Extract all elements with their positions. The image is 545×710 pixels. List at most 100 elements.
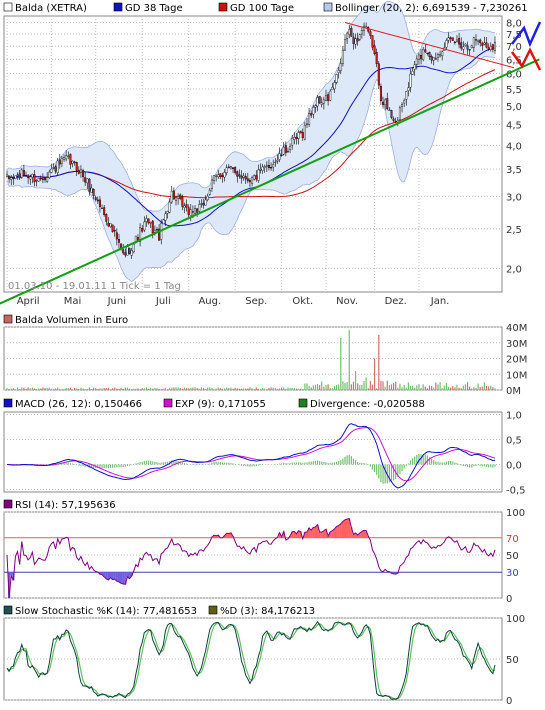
candle-body	[308, 113, 311, 125]
divergence-bar	[226, 462, 228, 465]
divergence-bar	[164, 461, 167, 465]
volume-bar	[147, 388, 150, 390]
candle-body	[22, 170, 25, 176]
volume-bar	[171, 387, 173, 390]
rsi-overbought-fill	[305, 531, 309, 538]
rsi-overbought-fill	[314, 526, 317, 538]
rsi-oversold-fill	[128, 572, 131, 579]
volume-bar	[6, 388, 8, 390]
divergence-bar	[124, 464, 126, 467]
volume-bar	[169, 388, 171, 390]
candle-body	[394, 121, 397, 123]
volume-bar	[354, 371, 357, 390]
volume-bar	[289, 387, 291, 390]
candle-body	[155, 229, 158, 231]
candle-body	[162, 219, 165, 225]
divergence-bar	[67, 462, 69, 465]
divergence-bar	[99, 464, 101, 469]
divergence-bar	[409, 460, 412, 465]
candle-body	[50, 168, 53, 173]
volume-bar	[198, 388, 200, 390]
divergence-bar	[152, 461, 154, 465]
price-ytick-label: 2,0	[506, 264, 522, 275]
month-label: Dez.	[385, 296, 407, 307]
candle-body	[434, 58, 437, 60]
candle-body	[358, 34, 361, 40]
volume-bar	[166, 389, 169, 390]
volume-bar	[31, 387, 33, 390]
divergence-bar	[109, 464, 112, 468]
rsi-overbought-fill	[358, 532, 361, 538]
volume-bar	[67, 388, 69, 390]
divergence-bar	[150, 460, 152, 465]
rsi-overbought-fill	[215, 535, 218, 538]
divergence-bar	[183, 463, 186, 465]
divergence-bar	[475, 464, 477, 466]
volume-bar	[361, 384, 363, 390]
volume-bar	[382, 381, 384, 390]
macd-ytick-label: 1,0	[506, 411, 522, 422]
volume-bar	[262, 387, 264, 390]
candle-body	[333, 82, 336, 90]
volume-bar	[483, 382, 486, 390]
candle-body	[164, 213, 167, 221]
divergence-bar	[437, 461, 439, 465]
candle-body	[88, 178, 91, 192]
divergence-bar	[122, 464, 124, 467]
divergence-bar	[466, 464, 469, 468]
divergence-bar	[477, 464, 479, 466]
price-ytick-label: 8,0	[506, 19, 522, 30]
legend-label: Balda Volumen in Euro	[15, 315, 128, 326]
volume-bar	[297, 388, 300, 390]
volume-bar	[48, 387, 50, 390]
divergence-bar	[456, 462, 458, 465]
volume-bar	[194, 387, 196, 390]
rsi-oversold-fill	[124, 572, 127, 585]
divergence-bar	[166, 461, 169, 465]
candle-body	[90, 187, 93, 193]
volume-bar	[395, 381, 397, 390]
volume-bar	[63, 388, 65, 390]
divergence-bar	[217, 461, 219, 465]
volume-bar	[344, 382, 346, 390]
candle-body	[107, 222, 110, 227]
volume-bar	[433, 387, 435, 390]
divergence-bar	[107, 464, 110, 469]
volume-bar	[236, 388, 238, 390]
rsi-overbought-fill	[356, 535, 359, 538]
volume-bar	[107, 387, 110, 390]
volume-bar	[14, 389, 17, 390]
rsi-overbought-fill	[295, 533, 298, 538]
divergence-bar	[424, 454, 426, 465]
legend-swatch	[3, 398, 13, 408]
divergence-bar	[371, 464, 374, 470]
candle-body	[217, 174, 220, 178]
candle-body	[185, 204, 188, 208]
price-ytick-label: 4,0	[506, 141, 522, 152]
price-ytick-label: 4,5	[506, 121, 522, 132]
volume-bar	[57, 387, 59, 390]
rsi-ytick-label: 70	[506, 534, 519, 545]
macd-ytick-label: -0,5	[506, 486, 526, 497]
candle-body	[29, 176, 32, 180]
volume-bar	[145, 387, 148, 390]
divergence-bar	[369, 464, 371, 467]
candle-body	[147, 218, 150, 224]
month-label: Juni	[107, 296, 126, 307]
divergence-bar	[243, 464, 245, 466]
stochastic-ytick-label: 100	[506, 614, 525, 625]
divergence-bar	[253, 464, 255, 467]
candle-body	[396, 119, 399, 123]
candle-body	[352, 36, 355, 44]
candle-body	[145, 218, 148, 222]
volume-bar	[473, 387, 475, 390]
volume-bar	[219, 388, 221, 390]
candle-body	[407, 87, 410, 91]
candle-body	[96, 199, 99, 202]
volume-bar	[452, 386, 454, 390]
candle-body	[373, 45, 376, 54]
volume-bar	[158, 389, 160, 390]
rsi-overbought-fill	[293, 531, 296, 538]
divergence-bar	[414, 456, 416, 465]
rsi-oversold-fill	[117, 572, 121, 582]
